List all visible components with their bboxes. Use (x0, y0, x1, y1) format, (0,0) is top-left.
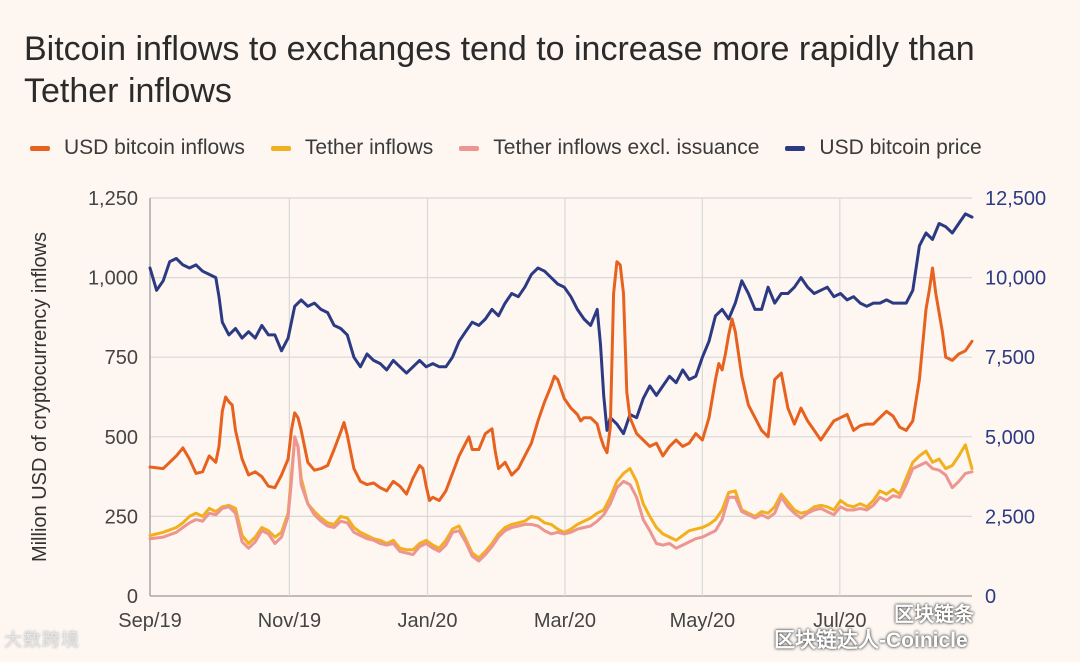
y2-tick-label: 10,000 (985, 268, 1046, 290)
x-tick-label: Mar/20 (534, 610, 596, 632)
series-line-usd-bitcoin-inflows (148, 260, 974, 502)
legend-swatch (30, 145, 50, 151)
legend-item-usd-bitcoin-inflows[interactable]: USD bitcoin inflows (30, 136, 245, 160)
legend-label: Tether inflows excl. issuance (493, 136, 760, 159)
legend-item-usd-bitcoin-price[interactable]: USD bitcoin price (785, 136, 982, 160)
legend-item-tether-inflows[interactable]: Tether inflows (270, 136, 434, 160)
y2-tick-label: 7,500 (985, 347, 1035, 369)
watermark-right-top: 区块链条 (894, 604, 974, 626)
legend-label: USD bitcoin inflows (64, 136, 245, 159)
chart-legend: USD bitcoin inflows Tether inflows Tethe… (30, 136, 1008, 160)
legend-label: Tether inflows (304, 136, 434, 159)
y-axis-title: Million USD of cryptocurrency inflows (29, 232, 51, 562)
y-tick-label: 1,000 (88, 268, 138, 290)
y2-tick-label: 5,000 (985, 427, 1035, 449)
x-tick-label: Nov/19 (258, 610, 321, 632)
x-tick-label: May/20 (670, 610, 736, 632)
y-tick-label: 750 (105, 347, 138, 369)
x-tick-label: Sep/19 (118, 610, 181, 632)
series-line-tether-inflows-excl-issuance (148, 435, 974, 563)
legend-item-tether-excl-issuance[interactable]: Tether inflows excl. issuance (459, 136, 759, 160)
chart-title: Bitcoin inflows to exchanges tend to inc… (24, 30, 975, 110)
y2-tick-label: 2,500 (985, 506, 1035, 528)
legend-swatch (459, 145, 480, 151)
y2-tick-label: 12,500 (985, 188, 1046, 210)
series-line-usd-bitcoin-price (148, 212, 974, 436)
legend-swatch (785, 145, 806, 151)
y-tick-label: 500 (105, 427, 138, 449)
watermark-left: 大数跨境 (4, 630, 80, 650)
watermark-right-bottom: 区块链达人-Coinicle (774, 629, 968, 652)
legend-swatch (270, 145, 291, 151)
x-tick-label: Jul/20 (813, 610, 866, 632)
y2-tick-label: 0 (985, 586, 996, 608)
y-tick-label: 250 (105, 506, 138, 528)
legend-label: USD bitcoin price (819, 136, 982, 159)
y-tick-label: 0 (127, 586, 138, 608)
y-tick-label: 1,250 (88, 188, 138, 210)
x-tick-label: Jan/20 (397, 610, 457, 632)
